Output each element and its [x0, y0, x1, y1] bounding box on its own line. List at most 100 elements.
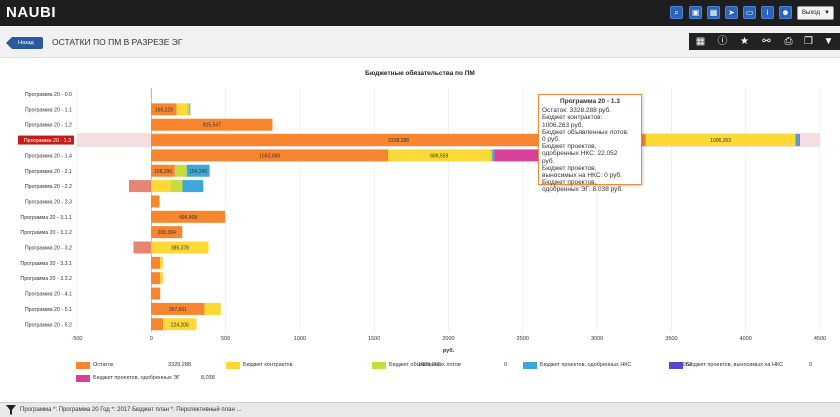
bar-segment — [170, 180, 183, 193]
y-tick-label: Программа 20 - 5.2 — [25, 322, 72, 328]
bar-segment — [182, 180, 204, 193]
info-icon[interactable]: i — [761, 6, 774, 19]
grid-icon[interactable]: ▦ — [707, 6, 720, 19]
tooltip-line: руб. — [542, 157, 555, 165]
x-tick-label: 1000 — [294, 336, 306, 342]
bar-segment — [129, 180, 152, 193]
star-settings-icon[interactable]: ★ — [740, 36, 749, 47]
user-icon[interactable]: ☻ — [779, 6, 792, 19]
bar-data-label: 385,378 — [171, 246, 189, 252]
y-tick-label: Программа 20 - 5.1 — [25, 307, 72, 313]
bar-segment — [151, 318, 164, 331]
y-tick-label: Программа 20 - 1.1 — [25, 107, 72, 113]
back-button[interactable]: Назад — [6, 37, 43, 49]
legend-value: 3328,288 — [168, 362, 191, 368]
bar-data-label: 158,296 — [154, 169, 172, 175]
bar-segment — [160, 272, 164, 285]
highlighted-label-bg — [18, 135, 74, 145]
bar-segment — [160, 256, 163, 269]
chart-labels: -500 0 500 1000 1500 2000 2500 3000 3500 4000 4500… — [18, 92, 826, 354]
top-bar: NAUBI ⌕ ▣ ▦ ➤ ▭ i ☻ Выход ▼ — [0, 0, 840, 26]
bar-segment — [151, 180, 171, 193]
filter-icon[interactable]: ▼ — [823, 36, 834, 47]
link-icon[interactable]: ⚯ — [762, 36, 771, 47]
bar-data-label: 689,559 — [430, 153, 448, 159]
bar-data-label: 169,229 — [155, 107, 173, 113]
x-tick-label: 0 — [150, 336, 153, 342]
y-tick-label: Программа 20 - 2.3 — [25, 199, 72, 205]
bar-segment — [795, 134, 799, 147]
bar-data-label: 357,661 — [169, 307, 187, 313]
tooltip-title: Программа 20 - 1.3 — [560, 98, 620, 105]
bar-segment — [151, 302, 205, 315]
legend-value: 1006,263 — [418, 362, 441, 368]
bar-segment — [151, 272, 161, 285]
print-icon[interactable]: ⎙ — [784, 36, 793, 47]
bar-segment — [151, 149, 389, 162]
arrow-icon[interactable]: ➤ — [725, 6, 738, 19]
image-icon[interactable]: ▣ — [689, 6, 702, 19]
window-icon[interactable]: ▭ — [743, 6, 756, 19]
table-icon[interactable]: ▦ — [695, 36, 706, 47]
x-tick-label: 1500 — [368, 336, 380, 342]
bar-segment — [163, 318, 197, 331]
legend-label: Бюджет проектов, одобренных ЭГ — [93, 375, 181, 381]
bar-segment — [189, 103, 191, 116]
y-tick-label: Программа 20 - 1.2 — [25, 123, 72, 129]
tooltip-line: одобренных ЭГ: 8.038 руб. — [542, 186, 624, 194]
exit-button-label: Выход — [802, 10, 820, 16]
filter-icon[interactable] — [6, 405, 16, 415]
chart-tooltip: Программа 20 - 1.3 Остаток: 3328.288 руб… — [538, 94, 642, 193]
legend-value: 0 — [809, 362, 813, 368]
info-icon[interactable]: ⓘ — [717, 36, 728, 47]
x-tick-label: 500 — [221, 336, 230, 342]
bar-segment — [151, 256, 161, 269]
bar-data-label: 1593,069 — [259, 153, 280, 159]
bar-segment — [645, 134, 796, 147]
bar-segment — [151, 210, 226, 223]
y-tick-label: Программа 20 - 1.3 — [24, 138, 71, 144]
bar-segment — [492, 149, 495, 162]
legend-value: 0 — [504, 362, 508, 368]
x-tick-label: 2500 — [517, 336, 529, 342]
tooltip-line: Бюджет контрактов: — [542, 114, 603, 122]
legend-swatch — [523, 362, 537, 369]
legend-label: Остаток — [93, 362, 114, 368]
bar-chart: -500 0 500 1000 1500 2000 2500 3000 3500 4000 4500… — [18, 88, 826, 354]
search-icon[interactable]: ⌕ — [670, 6, 683, 19]
legend-swatch — [76, 362, 90, 369]
bar-segment — [798, 134, 800, 147]
bar-segment — [151, 287, 161, 300]
x-tick-label: 3500 — [665, 336, 677, 342]
app-logo[interactable]: NAUBI — [6, 4, 56, 21]
y-tick-label: Программа 20 - 3.1.2 — [20, 230, 72, 236]
tooltip-body: Остаток: 3328.288 руб. Бюджет контрактов:… — [542, 107, 638, 193]
bar-segment — [151, 118, 273, 131]
y-tick-label: Программа 20 - 3.2 — [25, 246, 72, 252]
y-tick-label: Программа 20 - 2.2 — [25, 184, 72, 190]
bar-segment — [151, 195, 160, 208]
tooltip-line: Остаток: 3328.288 руб. — [542, 107, 611, 115]
tooltip-line: Бюджет проектов, — [542, 164, 597, 172]
copy-icon[interactable]: ❐ — [804, 36, 813, 47]
legend-swatch — [76, 375, 90, 382]
legend-label: Бюджет контрактов — [243, 362, 293, 368]
y-tick-label: Программа 20 - 3.1.1 — [20, 215, 72, 221]
x-tick-label: -500 — [71, 336, 82, 342]
chart-toolbar: ▦ ⓘ ★ ⚯ ⎙ ❐ ▼ — [689, 33, 840, 50]
legend-label: Бюджет проектов, выносимых на НКС — [686, 362, 784, 368]
bar-segment — [151, 103, 177, 116]
y-tick-label: Программа 20 - 3.3.2 — [20, 276, 72, 282]
bar-segment — [494, 149, 539, 162]
bar-segment — [176, 103, 187, 116]
bar-data-label: 815,547 — [203, 123, 221, 129]
bar-data-label: 3328,288 — [388, 138, 409, 144]
y-tick-label: Программа 20 - 2.1 — [25, 169, 72, 175]
filter-bar[interactable]: Программа *: Программа 20 Год *: 2017 Бю… — [0, 402, 840, 417]
legend-value: 8,038 — [201, 375, 215, 381]
exit-button[interactable]: Выход ▼ — [797, 6, 834, 20]
legend-swatch — [669, 362, 683, 369]
chevron-down-icon: ▼ — [824, 10, 830, 16]
x-tick-label: 4000 — [740, 336, 752, 342]
bar-segment — [151, 164, 175, 177]
